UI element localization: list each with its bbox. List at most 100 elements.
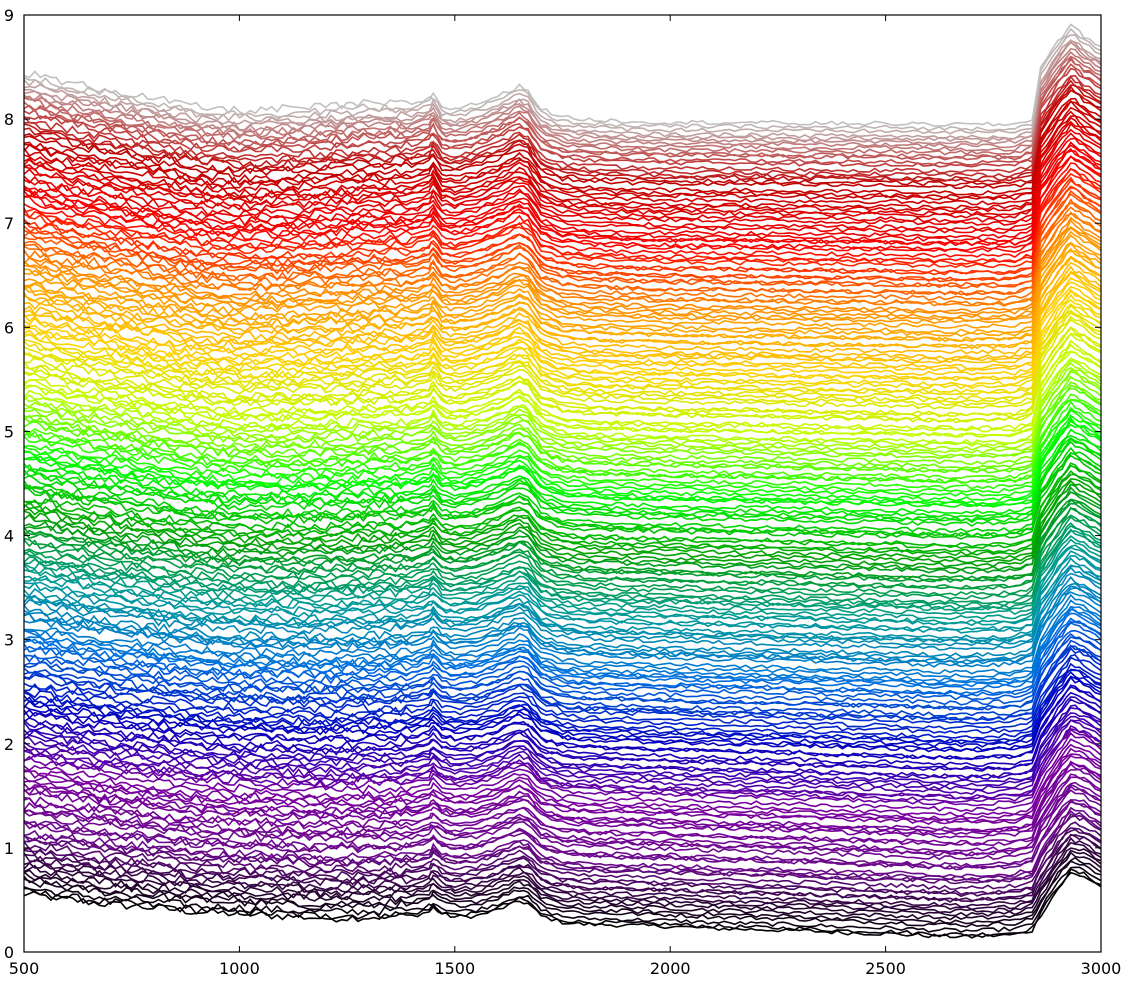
x-tick-label: 3000 bbox=[1081, 959, 1122, 978]
spectrum-line bbox=[24, 550, 1101, 632]
spectrum-line bbox=[24, 115, 1101, 213]
spectrum-line bbox=[24, 827, 1101, 896]
x-tick-label: 1500 bbox=[434, 959, 475, 978]
spectrum-line bbox=[24, 55, 1101, 156]
spectrum-line bbox=[24, 189, 1101, 288]
spectrum-line bbox=[24, 591, 1101, 668]
spectrum-line bbox=[24, 781, 1101, 853]
spectrum-line bbox=[24, 555, 1101, 634]
spectrum-line bbox=[24, 261, 1101, 355]
spectrum-line bbox=[24, 724, 1101, 800]
spectrum-line bbox=[24, 446, 1101, 534]
spectrum-line bbox=[24, 326, 1101, 417]
spectrum-line bbox=[24, 639, 1101, 717]
spectrum-line bbox=[24, 593, 1101, 675]
spectrum-line bbox=[24, 315, 1101, 407]
spectrum-line bbox=[24, 451, 1101, 538]
spectrum-line bbox=[24, 828, 1101, 898]
y-tick-label: 5 bbox=[4, 422, 14, 441]
spectrum-line bbox=[24, 393, 1101, 480]
spectrum-line bbox=[24, 538, 1101, 621]
spectrum-line bbox=[24, 147, 1101, 247]
spectrum-line bbox=[24, 798, 1101, 871]
spectrum-line bbox=[24, 270, 1101, 363]
spectrum-line bbox=[24, 498, 1101, 582]
spectrum-line bbox=[24, 241, 1101, 335]
spectrum-line bbox=[24, 398, 1101, 484]
spectrum-line bbox=[24, 106, 1101, 206]
spectrum-line bbox=[24, 866, 1101, 933]
spectrum-line bbox=[24, 514, 1101, 597]
spectrum-line bbox=[24, 605, 1101, 683]
spectrum-line bbox=[24, 849, 1101, 917]
spectrum-line bbox=[24, 576, 1101, 658]
spectrum-line bbox=[24, 841, 1101, 911]
spectrum-line bbox=[24, 525, 1101, 608]
spectrum-line bbox=[24, 728, 1101, 803]
spectrum-line bbox=[24, 304, 1101, 396]
y-tick-label: 1 bbox=[4, 839, 14, 858]
spectrum-line bbox=[24, 132, 1101, 232]
spectrum-line bbox=[24, 63, 1101, 166]
spectrum-line bbox=[24, 437, 1101, 522]
spectrum-line bbox=[24, 810, 1101, 881]
spectrum-line bbox=[24, 656, 1101, 734]
spectrum-line bbox=[24, 281, 1101, 373]
spectrum-line bbox=[24, 122, 1101, 223]
spectrum-line bbox=[24, 277, 1101, 370]
spectrum-line bbox=[24, 79, 1101, 182]
spectrum-line bbox=[24, 847, 1101, 914]
spectrum-line bbox=[24, 27, 1101, 132]
spectrum-line bbox=[24, 375, 1101, 466]
spectrum-line bbox=[24, 669, 1101, 743]
spectrum-line bbox=[24, 761, 1101, 832]
spectrum-line bbox=[24, 478, 1101, 560]
y-tick-label: 2 bbox=[4, 735, 14, 754]
spectrum-line bbox=[24, 226, 1101, 320]
spectrum-line bbox=[24, 74, 1101, 174]
spectrum-line bbox=[24, 654, 1101, 730]
x-tick-label: 2000 bbox=[650, 959, 691, 978]
spectrum-line bbox=[24, 647, 1101, 725]
spectrum-line bbox=[24, 464, 1101, 550]
spectrum-line bbox=[24, 187, 1101, 283]
spectrum-line bbox=[24, 213, 1101, 306]
plot-frame bbox=[23, 14, 1102, 953]
spectrum-line bbox=[24, 357, 1101, 445]
spectrum-line bbox=[24, 155, 1101, 252]
spectrum-line bbox=[24, 859, 1101, 928]
spectrum-line bbox=[24, 299, 1101, 390]
spectrum-line bbox=[24, 622, 1101, 701]
spectrum-line bbox=[24, 291, 1101, 381]
y-tick-label: 7 bbox=[4, 214, 14, 233]
spectrum-line bbox=[24, 144, 1101, 243]
spectrum-line bbox=[24, 486, 1101, 571]
spectrum-line bbox=[24, 462, 1101, 548]
y-tick-label: 4 bbox=[4, 527, 14, 546]
spectrum-line bbox=[24, 582, 1101, 661]
spectrum-line bbox=[24, 293, 1101, 387]
spectrum-line bbox=[24, 97, 1101, 196]
spectrum-line bbox=[24, 662, 1101, 740]
spectrum-line bbox=[24, 265, 1101, 360]
spectrum-line bbox=[24, 754, 1101, 825]
y-tick-label: 8 bbox=[4, 110, 14, 129]
spectrum-line bbox=[24, 406, 1101, 494]
spectrum-line bbox=[24, 41, 1101, 146]
spectrum-line bbox=[24, 350, 1101, 438]
spectrum-line bbox=[24, 408, 1101, 497]
spectrum-line bbox=[24, 400, 1101, 490]
spectrum-line bbox=[24, 116, 1101, 216]
spectrum-line bbox=[24, 255, 1101, 350]
spectrum-line bbox=[24, 339, 1101, 431]
spectrum-line bbox=[24, 85, 1101, 187]
spectrum-line bbox=[24, 473, 1101, 557]
spectrum-line bbox=[24, 633, 1101, 711]
spectrum-line bbox=[24, 728, 1101, 800]
spectrum-line bbox=[24, 242, 1101, 337]
y-tick-label: 0 bbox=[4, 943, 14, 962]
spectrum-line bbox=[24, 612, 1101, 691]
spectrum-line bbox=[24, 572, 1101, 651]
spectrum-line bbox=[24, 198, 1101, 296]
